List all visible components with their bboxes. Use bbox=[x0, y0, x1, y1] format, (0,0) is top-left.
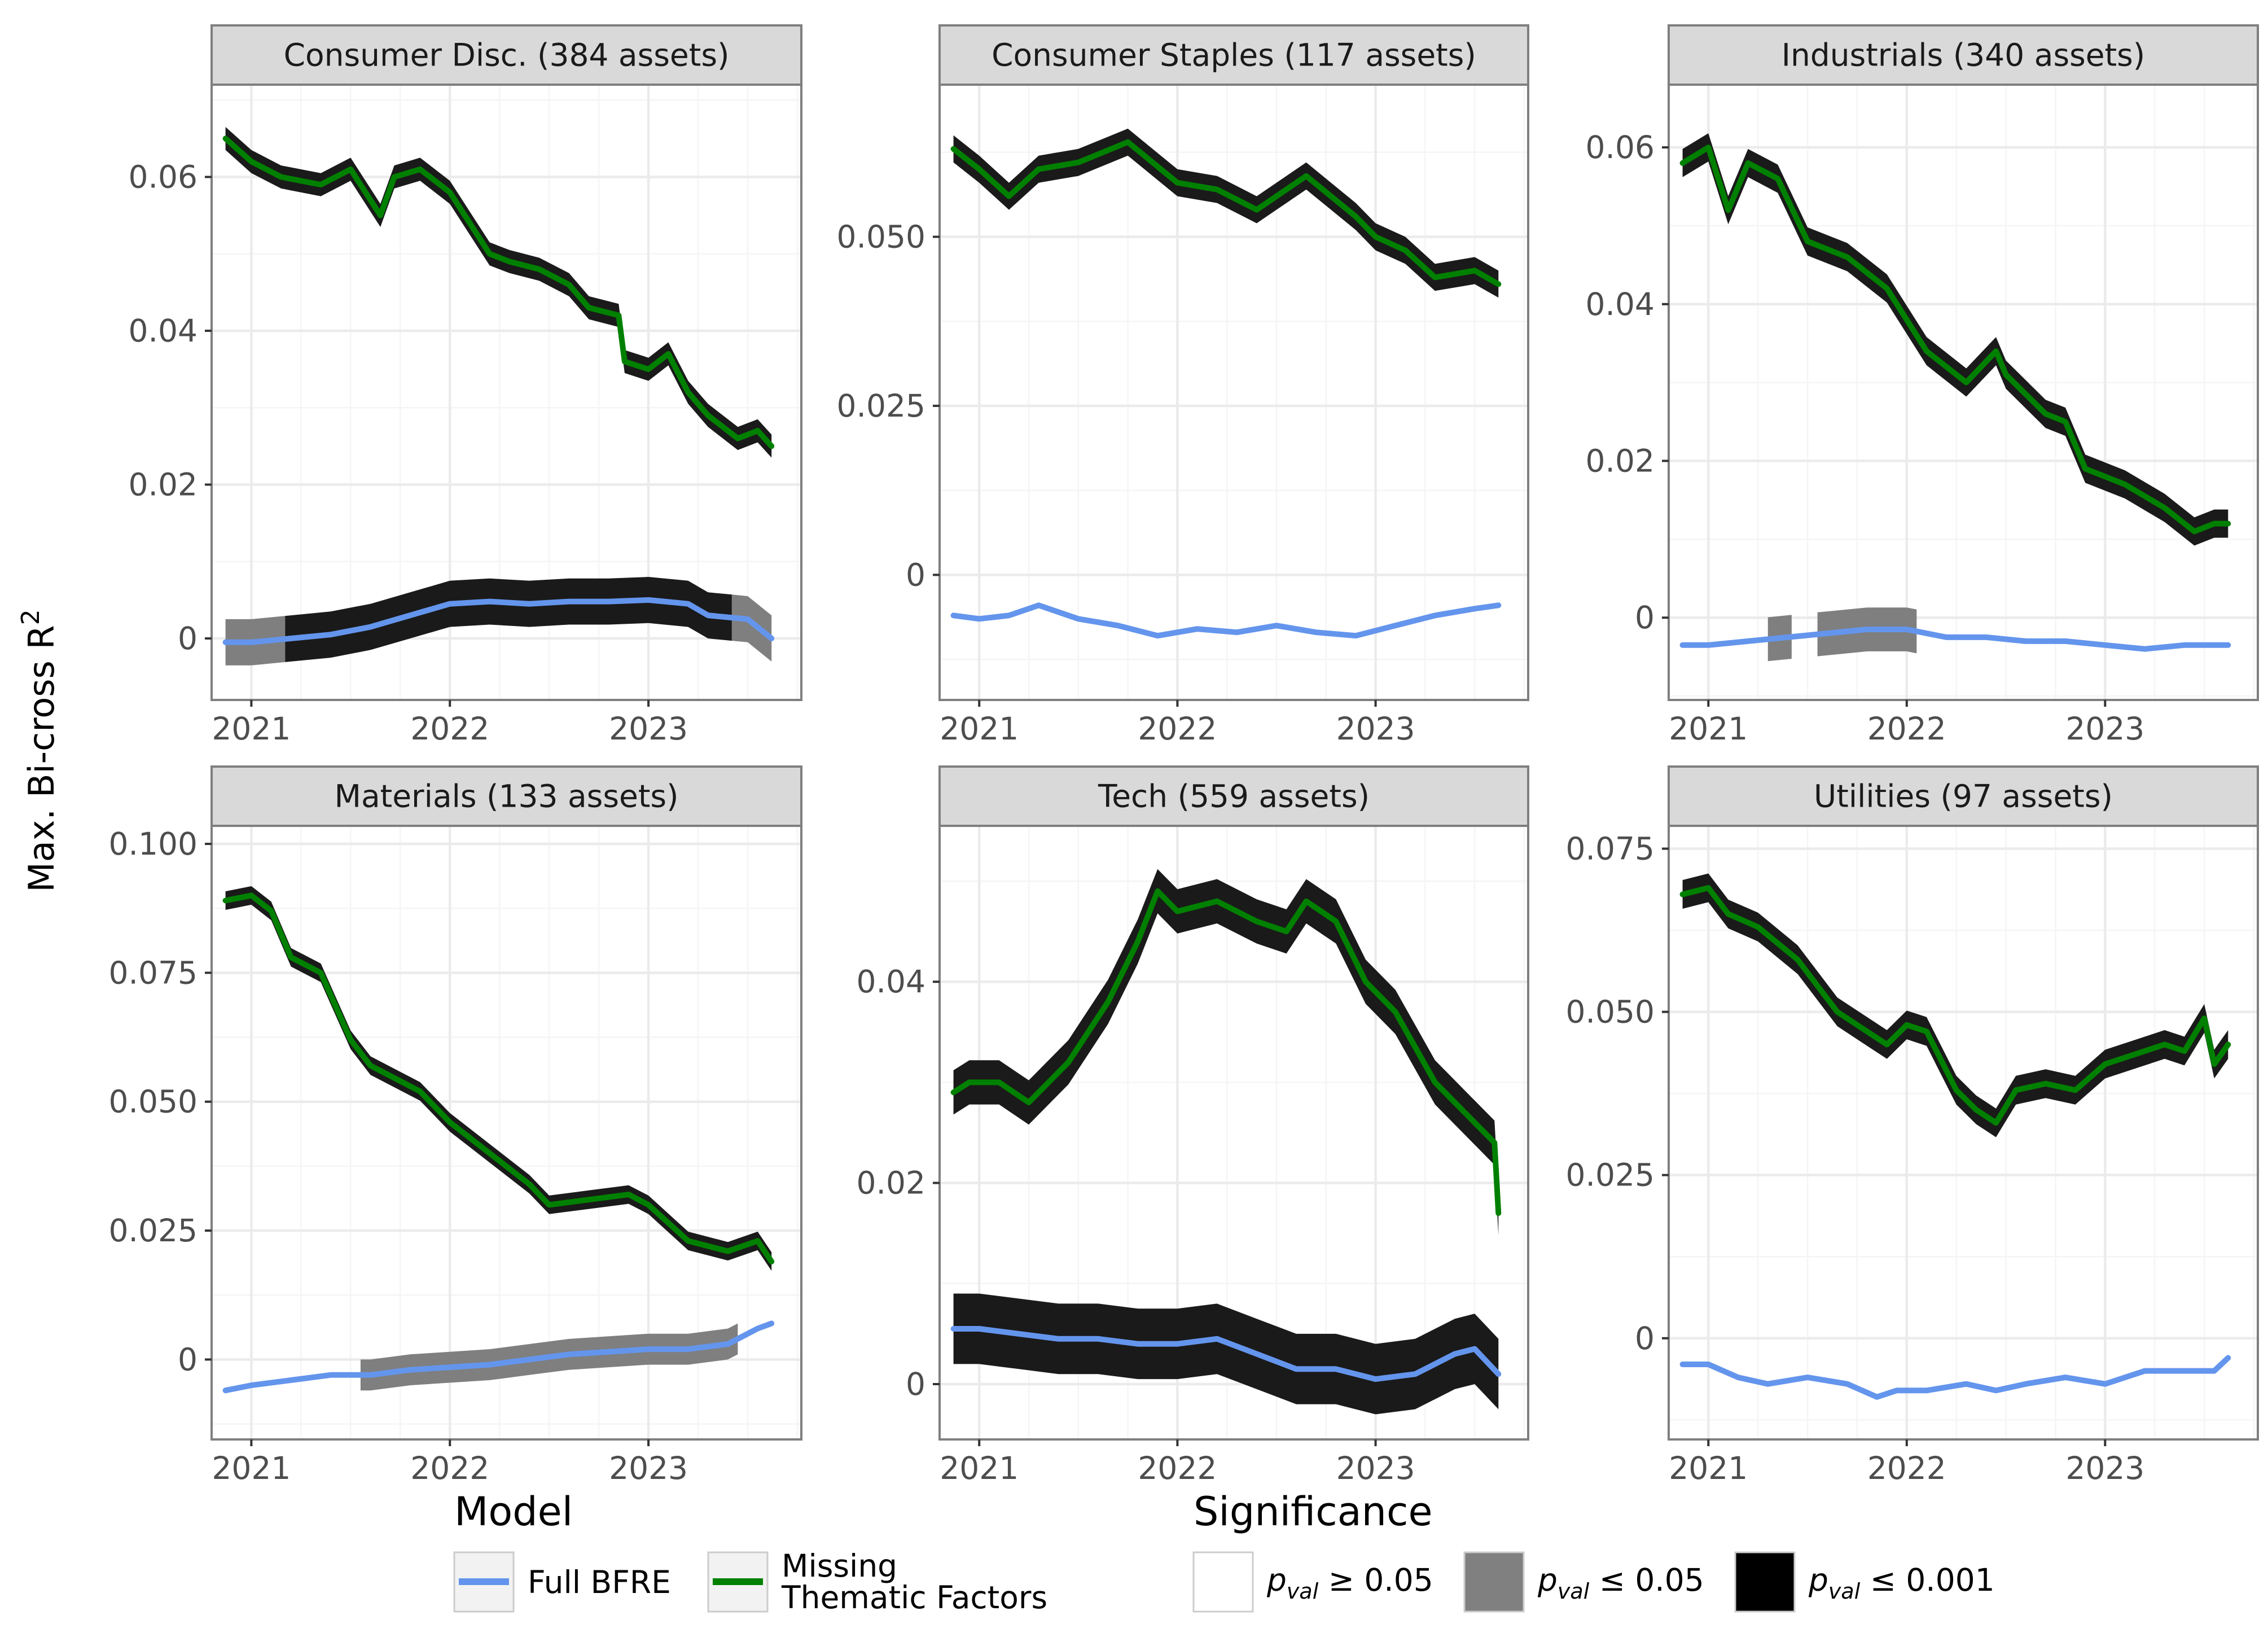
legend-significance-title: Significance bbox=[1194, 1489, 1433, 1535]
x-tick-label: 2023 bbox=[609, 1450, 688, 1486]
y-tick-label: 0.100 bbox=[109, 826, 198, 862]
legend-model-title: Model bbox=[454, 1489, 573, 1535]
facet-panels: Consumer Disc. (384 assets) 0 0.02 0.04 0.06… bbox=[109, 24, 2259, 1486]
series-line bbox=[1679, 145, 2231, 535]
facet-strip bbox=[210, 24, 802, 86]
y-tick-label: 0.025 bbox=[837, 388, 925, 424]
legend-label-significance: pval ≤ 0.05 bbox=[1537, 1562, 1704, 1604]
x-tick-label: 2022 bbox=[410, 711, 489, 747]
significance-band bbox=[953, 128, 1499, 298]
facet-title: Tech (559 assets) bbox=[1098, 778, 1370, 815]
y-tick-label: 0.02 bbox=[1586, 443, 1655, 479]
x-tick-label: 2021 bbox=[940, 1450, 1019, 1486]
legend-key-significance bbox=[1463, 1551, 1525, 1613]
significance-band bbox=[731, 594, 772, 662]
y-tick-label: 0 bbox=[906, 557, 925, 593]
x-tick-label: 2021 bbox=[1669, 1450, 1748, 1486]
facet-panel: Consumer Disc. (384 assets) 0 0.02 0.04 0.06… bbox=[129, 24, 802, 747]
legend-label-significance: pval ≤ 0.001 bbox=[1808, 1562, 1995, 1604]
y-tick-label: 0.02 bbox=[129, 467, 198, 503]
facet-panel: Utilities (97 assets) 0 0.025 0.050 0.075 202… bbox=[1566, 765, 2259, 1486]
y-tick-label: 0.04 bbox=[1586, 286, 1655, 322]
y-tick-label: 0.075 bbox=[109, 955, 198, 991]
x-tick-label: 2023 bbox=[1336, 711, 1415, 747]
facet-title: Materials (133 assets) bbox=[334, 778, 678, 815]
legend-key-significance bbox=[1192, 1551, 1254, 1613]
y-tick-label: 0.06 bbox=[1586, 129, 1655, 165]
y-tick-label: 0.025 bbox=[1566, 1157, 1655, 1193]
facet-panel: Materials (133 assets) 0 0.025 0.050 0.075 0.… bbox=[109, 765, 802, 1486]
x-tick-label: 2021 bbox=[212, 1450, 291, 1486]
series-line bbox=[950, 602, 1502, 639]
legend-key-significance bbox=[1734, 1551, 1796, 1613]
significance-band bbox=[285, 577, 732, 662]
x-tick-label: 2021 bbox=[940, 711, 1019, 747]
y-tick-label: 0.025 bbox=[109, 1213, 198, 1249]
facet-strip bbox=[1668, 24, 2259, 86]
y-tick-label: 0.02 bbox=[857, 1165, 925, 1201]
y-axis-label-superscript: 2 bbox=[16, 609, 45, 625]
significance-band bbox=[953, 1293, 1499, 1415]
facet-strip bbox=[1668, 765, 2259, 827]
significance-band bbox=[1682, 133, 2228, 546]
legend-label-model: Missing bbox=[782, 1548, 897, 1584]
series-line bbox=[222, 597, 775, 645]
y-tick-label: 0.04 bbox=[129, 313, 198, 349]
series-line bbox=[1679, 627, 2231, 652]
significance-band bbox=[953, 869, 1499, 1236]
x-tick-label: 2022 bbox=[1138, 1450, 1217, 1486]
series-line bbox=[1679, 1355, 2231, 1400]
significance-band bbox=[225, 126, 772, 458]
legend-label-model: Thematic Factors bbox=[781, 1579, 1047, 1616]
facet-panel: Industrials (340 assets) 0 0.02 0.04 0.06 202… bbox=[1586, 24, 2259, 747]
facet-title: Consumer Disc. (384 assets) bbox=[284, 37, 730, 73]
facet-panel: Tech (559 assets) 0 0.02 0.04 2021 2022 2023 bbox=[857, 765, 1529, 1486]
series-line bbox=[950, 1326, 1502, 1382]
series-line bbox=[222, 892, 775, 1264]
significance-band bbox=[1682, 873, 2228, 1137]
x-tick-label: 2022 bbox=[410, 1450, 489, 1486]
y-tick-label: 0.050 bbox=[109, 1084, 198, 1120]
x-tick-label: 2021 bbox=[1669, 711, 1748, 747]
x-tick-label: 2021 bbox=[212, 711, 291, 747]
series-line bbox=[950, 888, 1502, 1216]
x-tick-label: 2023 bbox=[2065, 711, 2144, 747]
series-line bbox=[222, 1320, 775, 1394]
legend-label-significance: pval ≥ 0.05 bbox=[1266, 1562, 1433, 1604]
y-tick-label: 0 bbox=[178, 1341, 198, 1377]
y-tick-label: 0 bbox=[1635, 1320, 1655, 1356]
y-tick-label: 0.075 bbox=[1566, 830, 1655, 866]
x-tick-label: 2022 bbox=[1867, 711, 1946, 747]
series-line bbox=[222, 135, 775, 449]
series-line bbox=[950, 139, 1502, 287]
legend: Model Significance Full BFRE MissingThema… bbox=[453, 1489, 1995, 1616]
facet-strip bbox=[210, 765, 802, 827]
x-tick-label: 2023 bbox=[609, 711, 688, 747]
facet-strip bbox=[938, 765, 1529, 827]
y-tick-label: 0 bbox=[1635, 599, 1655, 636]
x-tick-label: 2023 bbox=[2065, 1450, 2144, 1486]
facet-title: Consumer Staples (117 assets) bbox=[992, 37, 1476, 73]
y-tick-label: 0 bbox=[906, 1366, 925, 1402]
facet-strip bbox=[938, 24, 1529, 86]
series-line bbox=[1679, 885, 2231, 1126]
y-axis-label: Max. Bi-cross R2 bbox=[16, 609, 62, 892]
x-tick-label: 2022 bbox=[1138, 711, 1217, 747]
facet-title: Utilities (97 assets) bbox=[1814, 778, 2113, 815]
x-tick-label: 2023 bbox=[1336, 1450, 1415, 1486]
y-tick-label: 0 bbox=[178, 620, 198, 656]
legend-label-model: Full BFRE bbox=[528, 1564, 671, 1600]
facet-panel: Consumer Staples (117 assets) 0 0.025 0.050… bbox=[837, 24, 1529, 747]
y-tick-label: 0.050 bbox=[837, 219, 925, 255]
y-tick-label: 0.050 bbox=[1566, 994, 1655, 1030]
y-tick-label: 0.06 bbox=[129, 159, 198, 195]
facet-title: Industrials (340 assets) bbox=[1782, 37, 2146, 73]
y-tick-label: 0.04 bbox=[857, 964, 925, 1000]
x-tick-label: 2022 bbox=[1867, 1450, 1946, 1486]
